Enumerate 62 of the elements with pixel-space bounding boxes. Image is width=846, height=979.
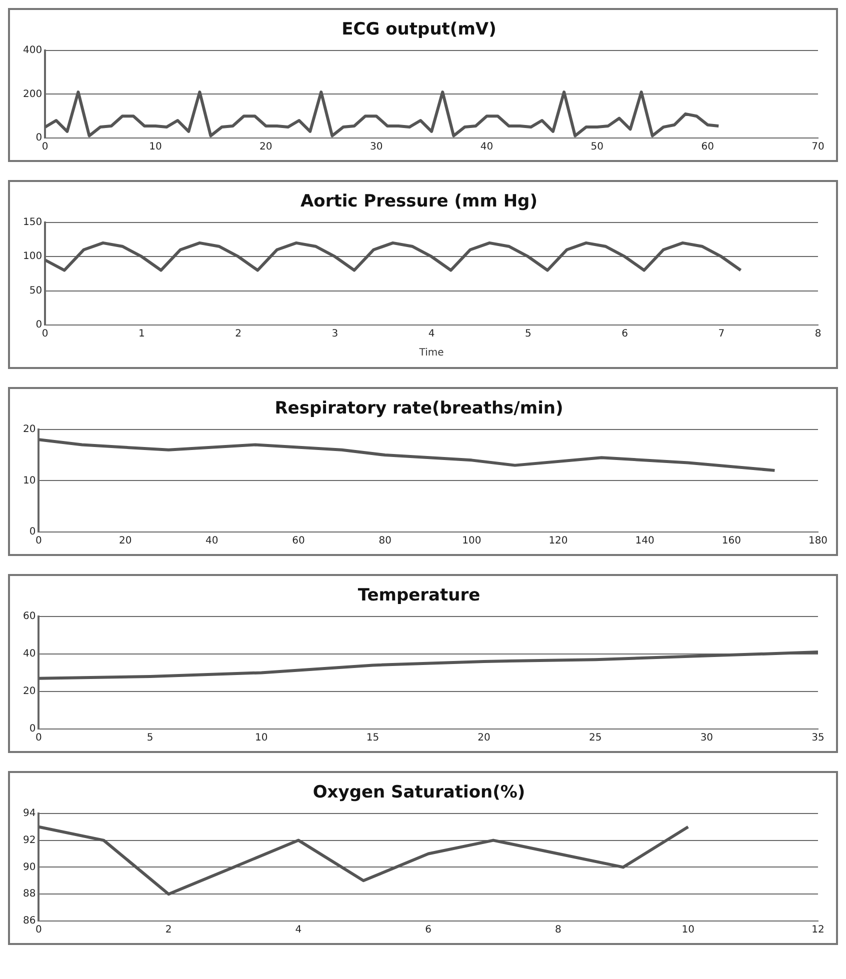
y-tick-label: 92 [22,834,36,846]
y-tick-label: 0 [29,526,36,538]
x-tick-label: 140 [635,536,654,547]
x-tick-label: 30 [700,732,714,744]
x-tick-label: 180 [808,536,828,547]
y-tick-label: 100 [22,251,42,262]
y-tick-label: 400 [22,44,42,56]
x-tick-label: 20 [260,142,272,153]
chart-title: Temperature [358,586,480,606]
x-tick-label: 20 [118,536,132,547]
y-tick-label: 90 [22,862,36,873]
chart-title: Oxygen Saturation(%) [312,782,526,803]
y-tick-label: 50 [29,285,42,296]
y-tick-label: 88 [22,888,36,900]
x-tick-label: 40 [206,536,218,547]
y-tick-label: 40 [22,648,36,660]
y-tick-label: 200 [22,88,42,100]
y-tick-label: 0 [29,724,36,735]
chart-title: Respiratory rate(breaths/min) [274,398,564,419]
x-tick-label: 60 [292,536,305,547]
x-axis-title: Time [418,348,444,359]
x-tick-label: 6 [622,328,628,340]
x-tick-label: 80 [378,536,392,547]
x-tick-label: 120 [548,536,568,547]
y-tick-label: 20 [22,686,36,698]
x-tick-label: 40 [480,142,494,153]
x-tick-label: 3 [332,328,338,340]
x-tick-label: 12 [812,924,824,936]
y-tick-label: 60 [22,610,36,622]
chart-title: Aortic Pressure (mm Hg) [300,192,538,212]
x-tick-label: 5 [146,732,154,744]
x-tick-label: 6 [425,924,432,936]
y-tick-label: 10 [22,475,36,486]
x-tick-label: 100 [462,536,482,547]
x-tick-label: 10 [682,924,694,936]
x-tick-label: 35 [812,732,824,744]
y-tick-label: 150 [22,216,42,228]
x-tick-label: 50 [590,142,604,153]
x-tick-label: 2 [235,328,242,340]
y-tick-label: 0 [36,132,42,144]
x-tick-label: 2 [165,924,172,936]
y-tick-label: 20 [22,424,36,435]
x-tick-label: 5 [524,328,532,340]
y-tick-label: 0 [36,320,42,331]
x-tick-label: 4 [295,924,302,936]
x-tick-label: 30 [370,142,383,153]
y-tick-label: 94 [22,808,36,819]
x-tick-label: 7 [718,328,725,340]
x-tick-label: 10 [149,142,162,153]
x-tick-label: 70 [812,142,824,153]
x-tick-label: 20 [478,732,490,744]
chart-title: ECG output(mV) [342,20,496,40]
x-tick-label: 1 [138,328,145,340]
x-tick-label: 160 [722,536,741,547]
y-tick-label: 86 [22,916,36,927]
x-tick-label: 10 [255,732,268,744]
x-tick-label: 8 [814,328,822,340]
x-tick-label: 25 [588,732,602,744]
x-tick-label: 60 [701,142,714,153]
x-tick-label: 8 [555,924,562,936]
x-tick-label: 15 [366,732,380,744]
x-tick-label: 4 [428,328,435,340]
